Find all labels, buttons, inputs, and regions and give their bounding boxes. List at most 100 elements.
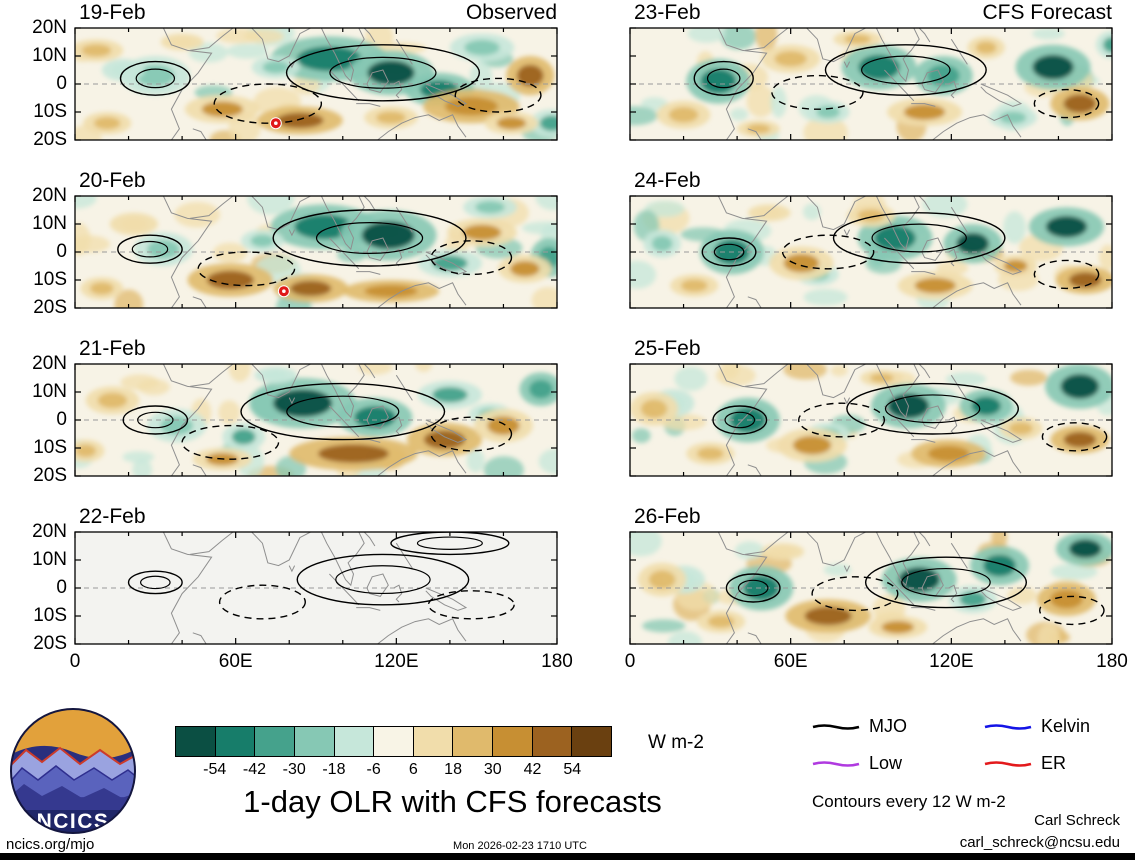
legend-item-kelvin: Kelvin [984,716,1124,737]
y-tick-label: 10S [33,605,67,626]
panel-date-label: 26-Feb [634,505,701,528]
colorbar-segment [254,727,294,756]
x-tick-label: 60E [218,651,253,672]
y-tick-label: 20N [32,17,67,38]
y-tick-label: 0 [56,73,67,94]
x-tick-label: 120E [929,651,974,672]
map-canvas-26-Feb [629,531,1113,645]
colorbar-tick: 42 [523,761,542,778]
logo-mountain-front [11,784,135,814]
legend-line-er [984,760,1032,767]
coastlines [717,28,1023,140]
colorbar-tick-labels: -54 -42 -30 -18 -6 6 18 30 42 54 [175,761,612,779]
credit-name: Carl Schreck [1034,812,1120,829]
panel-date-label: 24-Feb [634,169,701,192]
colorbar-segment [293,727,334,756]
credit-email: carl_schreck@ncsu.edu [959,834,1120,851]
mjo-contours [712,382,1108,452]
bottom-bar [0,853,1135,860]
coastlines [717,196,1023,308]
site-link[interactable]: ncics.org/mjo [6,836,95,853]
colorbar-tick: 30 [483,761,502,778]
map-canvas-21-Feb [74,363,558,477]
x-tick-label: 0 [624,651,636,672]
y-tick-label: 10N [32,381,67,402]
coastlines [162,364,468,476]
legend-line-kelvin [984,723,1032,730]
y-tick-label: 20S [33,297,67,318]
y-tick-label: 20N [32,185,67,206]
column-header: CFS Forecast [982,1,1112,24]
legend-label: MJO [869,716,907,736]
legend-label: Low [869,753,903,773]
colorbar-tick: -42 [242,761,267,778]
legend-label: ER [1041,753,1067,773]
y-tick-label: 20N [32,521,67,542]
mjo-contours [701,212,1100,290]
coastlines [162,532,468,644]
colorbar-segment [176,727,215,756]
y-tick-label: 0 [56,241,67,262]
colorbar-segment [452,727,493,756]
x-tick-label: 180 [1096,651,1128,672]
x-tick-label: 180 [541,651,573,672]
mjo-contours [693,44,1100,119]
contour-note: Contours every 12 W m-2 [812,792,1006,811]
panel-date-label: 20-Feb [79,169,146,192]
legend-line-low [812,760,860,767]
map-canvas-20-Feb [74,195,558,309]
colorbar-tick: -6 [366,761,381,778]
panel-date-label: 23-Feb [634,1,701,24]
logo-ring [10,708,136,834]
colorbar-segment [492,727,532,756]
y-tick-label: 20S [33,129,67,150]
colorbar-segment [412,727,453,756]
colorbar-segment [373,727,413,756]
colorbar-segment [333,727,374,756]
legend: MJO Kelvin Low ER [812,716,1124,774]
column-header: Observed [465,1,557,24]
map-canvas-24-Feb [629,195,1113,309]
legend-label: Kelvin [1041,716,1091,736]
ncics-logo: NCICS [10,708,136,834]
map-canvas-23-Feb [629,27,1113,141]
y-tick-label: 0 [56,409,67,430]
colorbar-tick: -18 [322,761,346,778]
colorbar-segment [214,727,255,756]
y-tick-label: 10N [32,213,67,234]
timestamp: Mon 2026-02-23 1710 UTC [453,840,587,852]
map-canvas-25-Feb [629,363,1113,477]
x-tick-label: 60E [773,651,808,672]
mjo-contours [725,556,1105,626]
legend-item-mjo: MJO [812,716,984,737]
coastlines [162,196,468,308]
panel-date-label: 19-Feb [79,1,146,24]
colorbar-tick: 18 [444,761,462,778]
y-tick-label: 20S [33,465,67,486]
y-tick-label: 10S [33,437,67,458]
y-tick-label: 0 [56,577,67,598]
x-tick-label: 0 [69,651,81,672]
mjo-contours [119,44,542,124]
colorbar-tick: -30 [282,761,306,778]
x-tick-label: 120E [374,651,419,672]
panel-date-label: 21-Feb [79,337,146,360]
y-tick-label: 10S [33,101,67,122]
colorbar-segment [531,727,572,756]
coastlines [717,532,1023,644]
y-tick-label: 10N [32,549,67,570]
coastlines [717,364,1023,476]
colorbar-tick: 6 [408,761,418,778]
y-tick-label: 10S [33,269,67,290]
panel-date-label: 25-Feb [634,337,701,360]
colorbar-units-label: W m-2 [648,732,704,753]
y-tick-label: 20N [32,353,67,374]
colorbar-segment [571,727,612,756]
panel-date-label: 22-Feb [79,505,146,528]
map-canvas-22-Feb [74,531,558,645]
y-tick-label: 10N [32,45,67,66]
legend-item-er: ER [984,753,1124,774]
logo-text: NCICS [37,810,110,833]
colorbar-tick: 54 [563,761,582,778]
